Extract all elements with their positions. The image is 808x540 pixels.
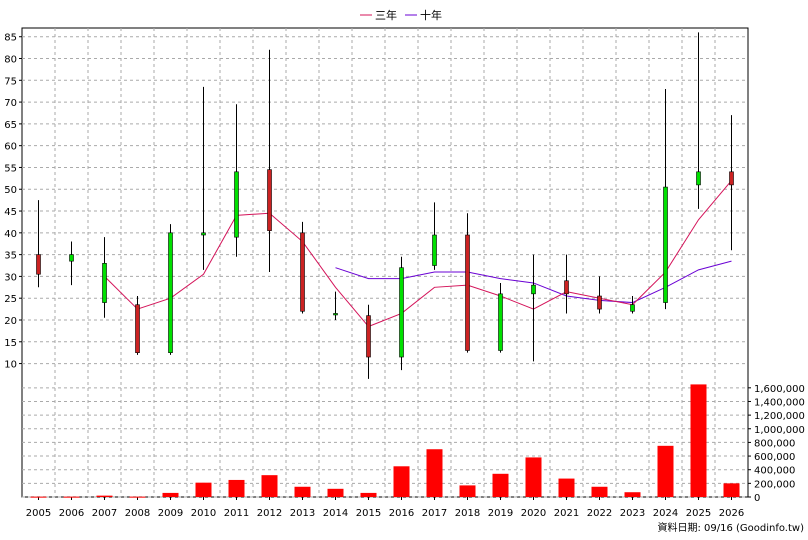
price-tick-label: 80 [4,55,17,66]
volume-bar [63,496,80,498]
volume-tick-label: 1,600,000 [754,384,805,395]
year-tick-label: 2012 [257,508,282,519]
year-tick-label: 2024 [653,508,678,519]
volume-tick-label: 1,400,000 [754,397,805,408]
price-tick-label: 50 [4,185,17,196]
volume-bar [393,466,410,497]
candle-body [201,232,206,236]
candle-body [300,232,305,312]
price-tick-label: 30 [4,272,17,283]
year-tick-label: 2023 [620,508,645,519]
candle-body [564,280,569,295]
volume-bar [162,492,179,497]
year-tick-label: 2005 [26,508,51,519]
year-tick-label: 2013 [290,508,315,519]
candle-body [465,234,470,351]
price-tick-label: 20 [4,316,17,327]
candle-body [102,263,107,303]
year-tick-label: 2026 [719,508,744,519]
volume-bar [624,492,641,497]
volume-bar [459,485,476,497]
volume-bar [129,496,146,498]
legend-label-ten-year: 十年 [420,8,442,22]
volume-bar [327,488,344,497]
legend-label-three-year: 三年 [375,8,397,22]
candle-body [366,315,371,358]
volume-bar [492,473,509,497]
year-tick-label: 2021 [554,508,579,519]
plot-area: 101520253035404550556065707580850200,000… [4,27,805,519]
volume-tick-label: 200,000 [754,479,795,490]
candle-body [333,313,338,316]
year-tick-label: 2022 [587,508,612,519]
volume-bar [690,384,707,497]
year-tick-label: 2019 [488,508,513,519]
price-tick-label: 35 [4,251,17,262]
candle-body [432,234,437,266]
volume-bar [558,478,575,497]
candle-body [729,171,734,186]
volume-bar [228,479,245,497]
volume-bar [723,483,740,497]
price-tick-label: 40 [4,229,17,240]
candle-body [234,171,239,238]
volume-bar [360,492,377,497]
price-tick-label: 70 [4,98,17,109]
volume-tick-label: 400,000 [754,466,795,477]
volume-tick-label: 600,000 [754,452,795,463]
volume-tick-label: 1,000,000 [754,425,805,436]
year-tick-label: 2016 [389,508,414,519]
year-tick-label: 2018 [455,508,480,519]
year-tick-label: 2014 [323,508,348,519]
legend: 三年 十年 [360,8,442,22]
year-tick-label: 2015 [356,508,381,519]
candle-body [630,304,635,312]
candle-body [696,171,701,186]
three-year-avg-line [104,180,732,328]
volume-bar [96,495,113,497]
volume-bar [294,486,311,497]
year-tick-label: 2020 [521,508,546,519]
year-tick-label: 2025 [686,508,711,519]
price-tick-label: 25 [4,294,17,305]
volume-bar [525,457,542,497]
price-tick-label: 15 [4,338,17,349]
candle-body [531,284,536,295]
year-tick-label: 2007 [92,508,117,519]
price-tick-label: 55 [4,163,17,174]
candle-body [69,254,74,262]
candle-body [498,293,503,351]
volume-bar [591,486,608,497]
volume-bar [30,496,47,498]
candle-body [399,267,404,358]
candle-body [663,186,668,303]
year-tick-label: 2017 [422,508,447,519]
volume-bar [657,445,674,497]
price-tick-label: 45 [4,207,17,218]
price-tick-label: 60 [4,142,17,153]
candle-body [135,304,140,353]
price-tick-label: 85 [4,33,17,44]
footer-source: 資料日期: 09/16 (Goodinfo.tw) [657,521,804,534]
price-tick-label: 65 [4,120,17,131]
price-tick-label: 75 [4,76,17,87]
volume-tick-label: 800,000 [754,438,795,449]
volume-tick-label: 0 [754,493,760,504]
candle-body [36,254,41,275]
year-tick-label: 2008 [125,508,150,519]
volume-bar [195,482,212,497]
volume-bar [426,449,443,497]
candle-body [267,169,272,231]
year-tick-label: 2010 [191,508,216,519]
volume-bar [261,475,278,497]
year-tick-label: 2006 [59,508,84,519]
volume-tick-label: 1,200,000 [754,411,805,422]
year-tick-label: 2009 [158,508,183,519]
candle-body [168,232,173,353]
candle-body [597,295,602,310]
year-tick-label: 2011 [224,508,249,519]
price-tick-label: 10 [4,360,17,371]
